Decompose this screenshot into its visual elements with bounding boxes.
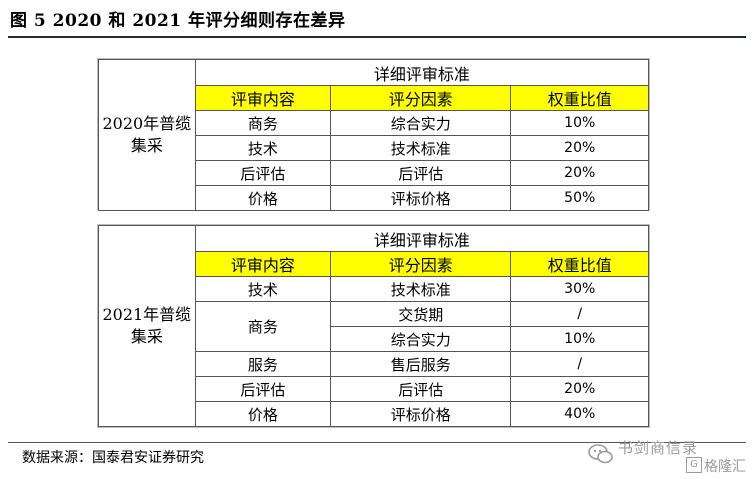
title-divider — [8, 36, 746, 38]
table-cell: 服务 — [194, 351, 332, 377]
table-2020-label: 2020年普缆集采 — [98, 59, 196, 211]
source-note: 数据来源：国泰君安证券研究 — [22, 450, 204, 466]
table-cell: 评标价格 — [330, 401, 512, 427]
footer-divider — [8, 442, 746, 443]
table-cell: 后评估 — [330, 160, 512, 186]
table-cell: 售后服务 — [330, 351, 512, 377]
table-cell: 后评估 — [194, 376, 332, 402]
table-cell: 后评估 — [194, 160, 332, 186]
table-cell: 40% — [510, 401, 649, 427]
column-header: 评分因素 — [330, 85, 512, 111]
table-cell: / — [510, 301, 649, 327]
column-header: 评分因素 — [330, 251, 512, 277]
table-cell: 30% — [510, 276, 649, 302]
table-cell: 技术标准 — [330, 276, 512, 302]
watermark-account-name: 书剑商信录 — [618, 439, 699, 457]
table-cell: 后评估 — [330, 376, 512, 402]
table-cell: 价格 — [194, 185, 332, 211]
table-cell: 20% — [510, 135, 649, 161]
column-header: 权重比值 — [510, 251, 649, 277]
watermark-logo-badge: G — [686, 457, 702, 473]
table-cell: 50% — [510, 185, 649, 211]
table-cell: 评标价格 — [330, 185, 512, 211]
table-cell: 技术 — [194, 135, 332, 161]
table-2021-label: 2021年普缆集采 — [98, 225, 196, 427]
table-2020-panel: 2020年普缆集采 详细评审标准 评审内容 评分因素 权重比值 商务 综合实力 … — [97, 58, 650, 211]
table-cell: 商务 — [194, 110, 332, 136]
table-cell: 10% — [510, 326, 649, 352]
detail-header: 详细评审标准 — [194, 59, 650, 86]
table-cell: 20% — [510, 160, 649, 186]
figure-title: 图 5 2020 和 2021 年评分细则存在差异 — [10, 11, 346, 31]
wechat-icon — [588, 443, 614, 469]
table-cell: 综合实力 — [330, 110, 512, 136]
table-2020: 2020年普缆集采 详细评审标准 评审内容 评分因素 权重比值 商务 综合实力 … — [98, 59, 650, 211]
watermark-brand: 格隆汇 — [704, 459, 746, 475]
table-cell: 综合实力 — [330, 326, 512, 352]
watermark: 书剑商信录 G 格隆汇 — [588, 437, 748, 475]
detail-header: 详细评审标准 — [194, 225, 650, 252]
table-cell: 技术标准 — [330, 135, 512, 161]
table-cell: 价格 — [194, 401, 332, 427]
table-cell: 交货期 — [330, 301, 512, 327]
table-cell: 20% — [510, 376, 649, 402]
table-2021: 2021年普缆集采 详细评审标准 评审内容 评分因素 权重比值 技术 技术标准 … — [98, 225, 650, 427]
column-header: 评审内容 — [194, 85, 332, 111]
table-2021-panel: 2021年普缆集采 详细评审标准 评审内容 评分因素 权重比值 技术 技术标准 … — [97, 224, 650, 428]
table-cell: 技术 — [194, 276, 332, 302]
column-header: 评审内容 — [194, 251, 332, 277]
column-header: 权重比值 — [510, 85, 649, 111]
table-cell: 商务 — [194, 301, 332, 352]
table-cell: / — [510, 351, 649, 377]
table-cell: 10% — [510, 110, 649, 136]
